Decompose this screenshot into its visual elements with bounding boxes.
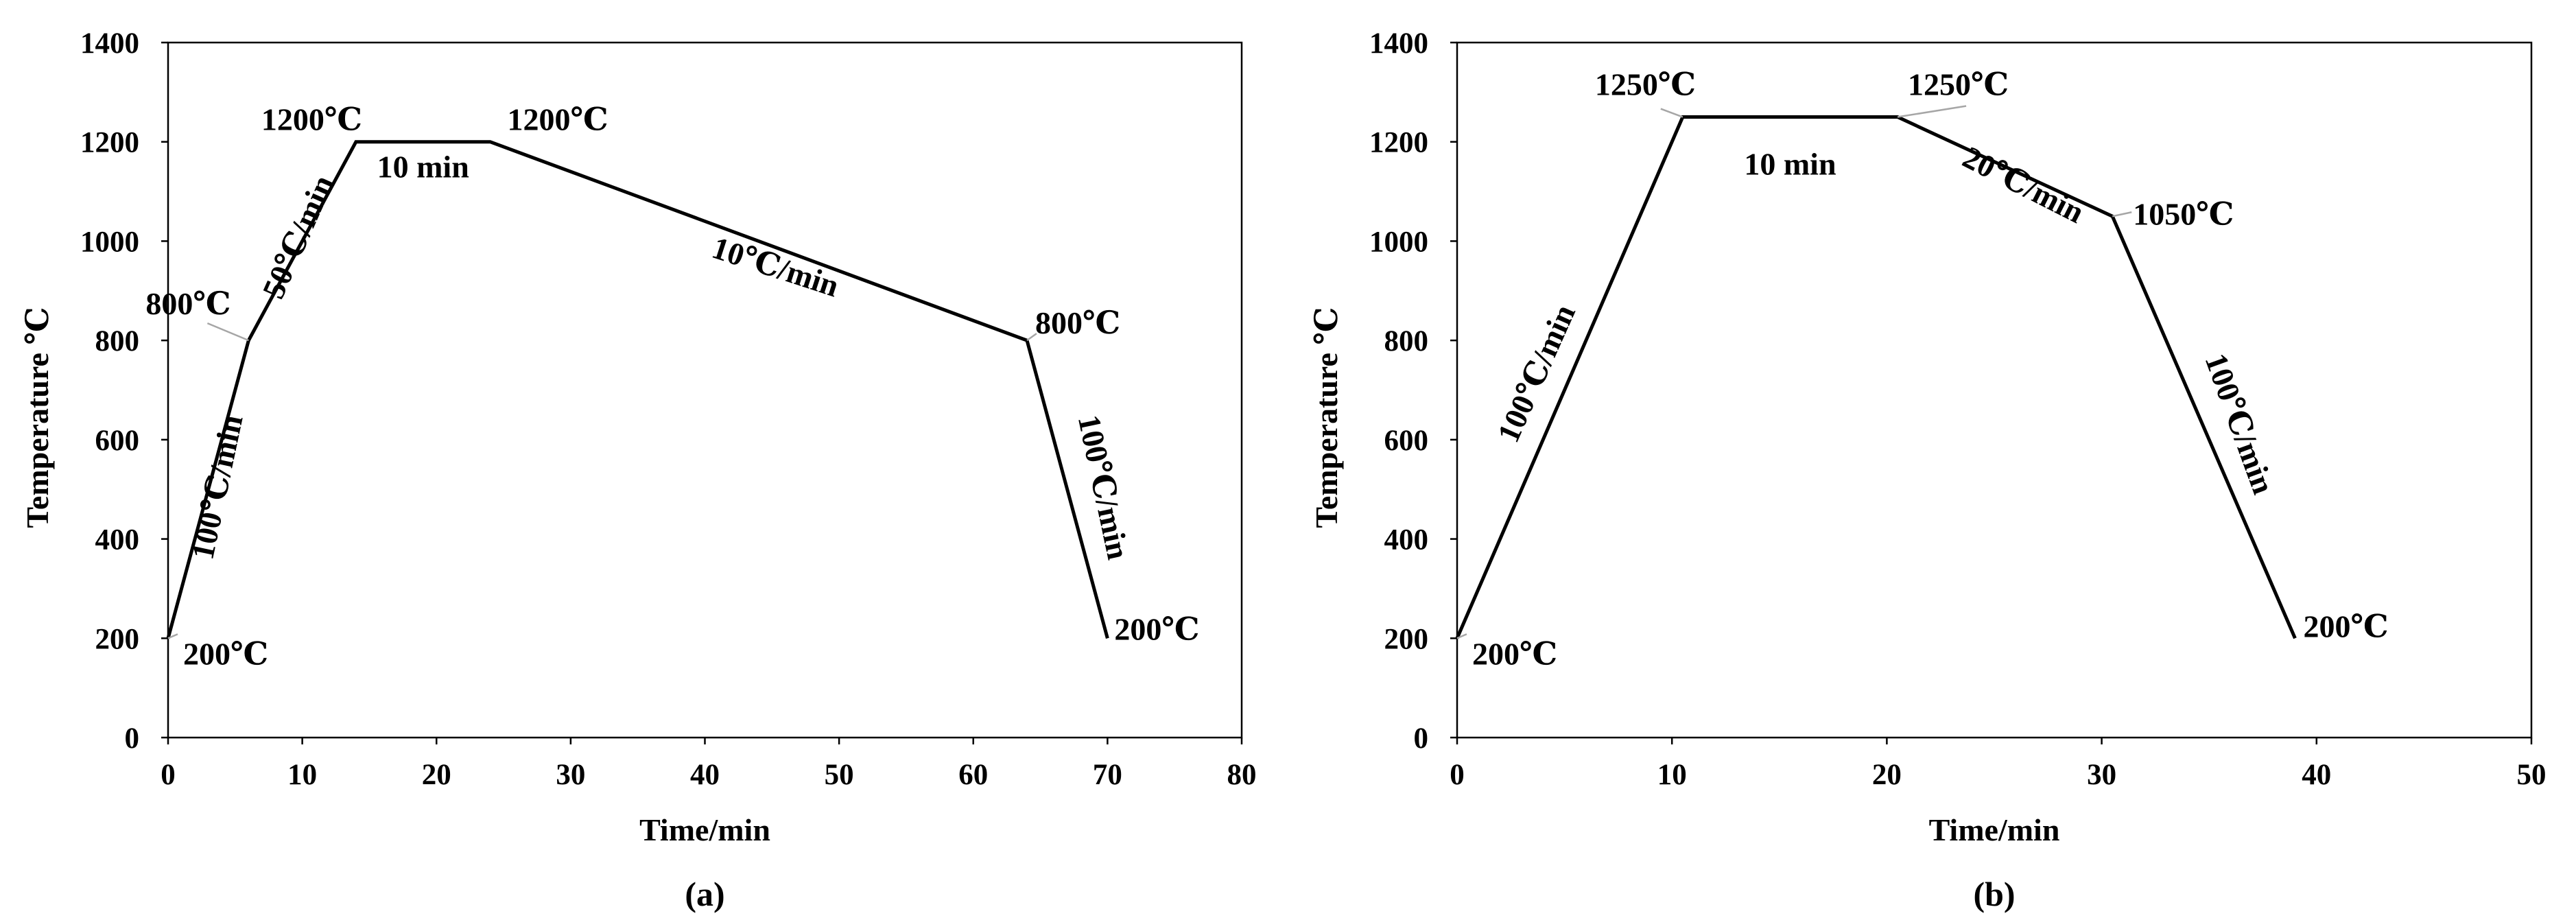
y-tick-label: 0 <box>1414 722 1429 755</box>
annotation-leader <box>1026 333 1037 342</box>
x-tick-label: 0 <box>161 759 176 791</box>
y-tick-label: 800 <box>95 325 140 357</box>
chart-panel-a: 0 200 400 600 800 1000 1200 1400 0 10 20 30 40 50 60 70… <box>20 27 1257 913</box>
panel-caption: (a) <box>685 875 724 913</box>
point-temperature-label: 200℃ <box>1114 611 1199 646</box>
annotation-leader <box>1456 633 1467 639</box>
annotation-leader <box>2112 211 2132 217</box>
y-tick-label: 400 <box>95 524 140 556</box>
annotation-leader <box>206 322 249 342</box>
y-axis-label: Temperature ℃ <box>1309 307 1344 528</box>
y-tick-label: 600 <box>1384 425 1429 457</box>
y-tick-label: 200 <box>1384 623 1429 655</box>
x-tick-label: 60 <box>958 759 988 791</box>
y-tick-label: 1000 <box>1369 226 1428 258</box>
x-axis-label: Time/min <box>639 812 770 847</box>
x-tick-label: 50 <box>825 759 854 791</box>
y-tick-label: 1400 <box>1369 27 1428 60</box>
plot-area-frame <box>1456 41 2533 739</box>
x-tick-label: 20 <box>422 759 451 791</box>
point-temperature-label: 1200℃ <box>508 102 608 137</box>
segment-rate-label: 10 min <box>377 150 469 185</box>
x-tick-label: 20 <box>1872 759 1902 791</box>
point-temperature-label: 1050℃ <box>2133 196 2234 231</box>
y-tick-label: 400 <box>1384 524 1429 556</box>
annotation-leader <box>1660 108 1683 118</box>
x-tick-label: 10 <box>287 759 317 791</box>
y-tick-label: 600 <box>95 425 140 457</box>
plot-area-frame <box>167 41 1243 739</box>
y-tick-label: 1200 <box>80 127 139 159</box>
annotation-leader <box>1897 105 1967 118</box>
point-temperature-label: 200℃ <box>183 636 268 671</box>
x-tick-label: 40 <box>2302 759 2331 791</box>
point-temperature-label: 1250℃ <box>1908 67 2009 102</box>
point-temperature-label: 800℃ <box>145 286 231 321</box>
x-axis-label: Time/min <box>1929 812 2060 847</box>
point-temperature-label: 1200℃ <box>261 102 362 137</box>
x-tick-label: 70 <box>1093 759 1122 791</box>
y-tick-label: 200 <box>95 623 140 655</box>
y-tick-label: 0 <box>125 722 140 755</box>
point-temperature-label: 200℃ <box>1472 636 1557 671</box>
segment-rate-label: 10 min <box>1744 147 1836 182</box>
point-temperature-label: 200℃ <box>2303 609 2388 644</box>
x-tick-label: 0 <box>1450 759 1465 791</box>
panel-caption: (b) <box>1973 875 2015 913</box>
annotation-leader <box>167 633 178 639</box>
x-tick-label: 80 <box>1227 759 1257 791</box>
point-temperature-label: 1250℃ <box>1595 67 1696 102</box>
x-tick-label: 30 <box>2087 759 2116 791</box>
chart-panel-b: 0 200 400 600 800 1000 1200 1400 0 10 20 30 40 50 Time… <box>1309 27 2547 913</box>
x-tick-label: 40 <box>690 759 720 791</box>
x-tick-label: 30 <box>556 759 585 791</box>
y-axis-label: Temperature ℃ <box>20 307 55 528</box>
x-tick-label: 50 <box>2517 759 2547 791</box>
y-tick-label: 1400 <box>80 27 139 60</box>
point-temperature-label: 800℃ <box>1035 305 1120 340</box>
y-tick-label: 800 <box>1384 325 1429 357</box>
y-tick-label: 1200 <box>1369 127 1428 159</box>
y-tick-label: 1000 <box>80 226 139 258</box>
series-line-1 <box>166 140 1109 639</box>
x-tick-label: 10 <box>1657 759 1687 791</box>
